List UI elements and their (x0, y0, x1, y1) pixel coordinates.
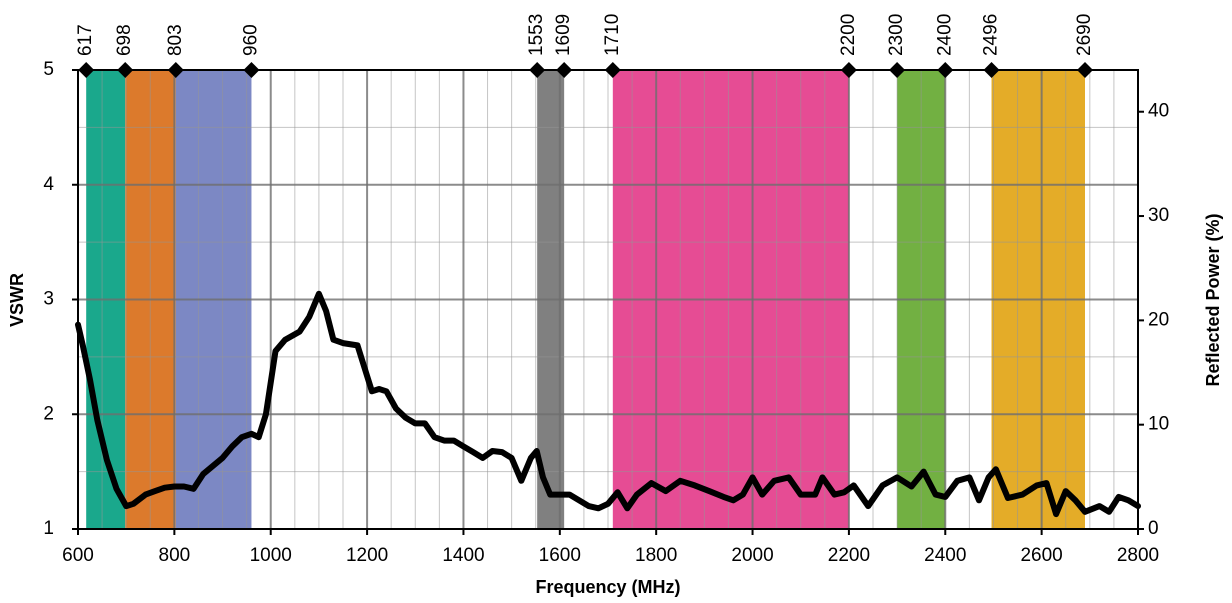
y-tick-label: 2 (43, 403, 54, 424)
band-edge-marker (78, 62, 95, 78)
x-tick-label: 1000 (250, 545, 292, 566)
y-tick-label: 3 (43, 289, 54, 310)
band-edge-label: 2690 (1074, 14, 1095, 56)
x-axis-title: Frequency (MHz) (535, 577, 680, 597)
band-edge-marker (167, 62, 184, 78)
y2-tick-label: 10 (1148, 414, 1169, 435)
y-tick-label: 4 (43, 174, 54, 195)
x-tick-label: 2800 (1117, 545, 1159, 566)
band-edge-label: 2300 (886, 14, 907, 56)
x-tick-label: 2000 (731, 545, 773, 566)
y-tick-label: 1 (43, 518, 54, 539)
x-tick-label: 600 (62, 545, 94, 566)
vswr-line (75, 290, 1141, 518)
y-tick-label: 5 (43, 59, 54, 80)
x-tick-label: 2400 (924, 545, 966, 566)
band-edge-marker (1077, 62, 1093, 78)
band-edge-marker (117, 62, 134, 78)
x-tick-label: 1600 (539, 545, 581, 566)
y2-tick-label: 0 (1148, 518, 1159, 539)
band-edge-label: 2496 (981, 14, 1002, 56)
band-edge-label: 2200 (838, 14, 859, 56)
x-tick-label: 1200 (346, 545, 388, 566)
x-tick-label: 2600 (1020, 545, 1062, 566)
band-edge-label: 803 (165, 24, 186, 56)
y2-tick-label: 20 (1148, 309, 1169, 330)
band-edge-label: 1710 (602, 14, 623, 56)
band-edge-marker (529, 62, 546, 78)
band-edge-marker (937, 62, 954, 78)
y2-axis-title: Reflected Power (%) (1203, 213, 1223, 386)
x-tick-label: 1400 (442, 545, 484, 566)
y-axis-title: VSWR (7, 273, 27, 327)
x-tick-label: 800 (159, 545, 191, 566)
band-edge-marker (983, 62, 1000, 78)
x-tick-label: 2200 (828, 545, 870, 566)
band-edge-marker (243, 62, 260, 78)
y2-tick-label: 40 (1148, 101, 1169, 122)
band-edge-marker (840, 62, 857, 78)
x-tick-label: 1800 (635, 545, 677, 566)
band-edge-label: 698 (114, 24, 135, 56)
band-edge-label: 2400 (934, 14, 955, 56)
band-edge-label: 960 (240, 24, 261, 56)
y2-tick-label: 30 (1148, 205, 1169, 226)
band-edge-label: 617 (75, 24, 96, 56)
band-edge-marker (889, 62, 906, 78)
band-edge-label: 1609 (553, 14, 574, 56)
band-edge-marker (604, 62, 621, 78)
band-edge-marker (556, 62, 573, 78)
band-edge-label: 1553 (526, 14, 547, 56)
